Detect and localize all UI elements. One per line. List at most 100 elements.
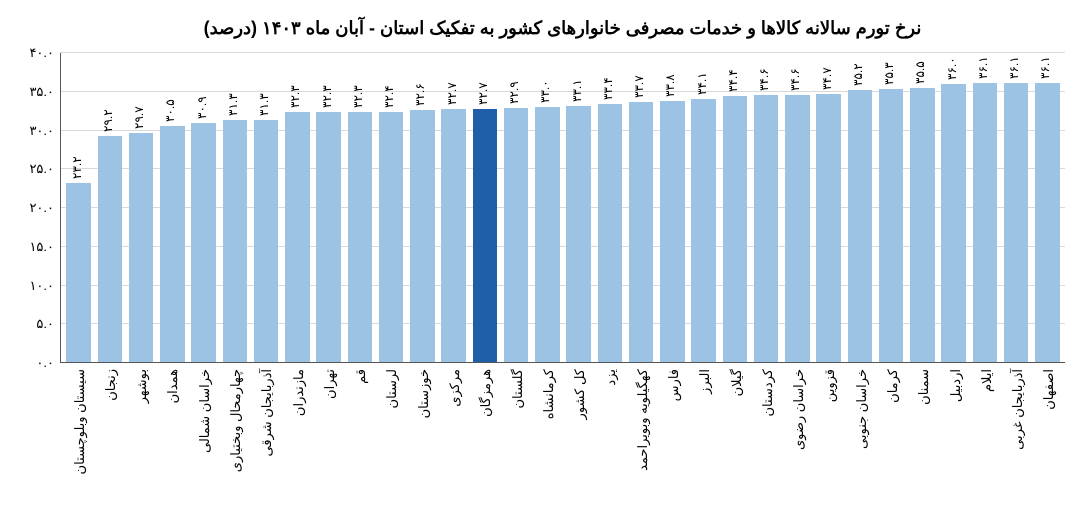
bar-slot: ۳۲.۳ <box>344 53 375 362</box>
x-label: سیستان وبلوچستان <box>72 369 88 474</box>
x-label: خراسان جنوبی <box>854 369 870 449</box>
x-slot: لرستان <box>375 363 406 503</box>
x-slot: خراسان جنوبی <box>844 363 875 503</box>
bar <box>785 95 809 362</box>
bar <box>910 88 934 362</box>
bar <box>1004 83 1028 362</box>
bar-value-label: ۳۴.۴ <box>726 70 740 93</box>
bar-slot: ۳۳.۷ <box>626 53 657 362</box>
x-axis-labels: سیستان وبلوچستانزنجانبوشهرهمدانخراسان شم… <box>60 363 1065 503</box>
y-tick: ۲۵.۰ <box>29 161 54 177</box>
x-label: زنجان <box>103 369 119 401</box>
bar <box>254 120 278 362</box>
bar <box>816 94 840 362</box>
x-label: یزد <box>603 369 619 386</box>
bar-value-label: ۳۵.۳ <box>882 63 896 86</box>
x-label: کهگیلویه وبویراحمد <box>635 369 651 471</box>
bar-slot: ۳۴.۱ <box>688 53 719 362</box>
x-label: اصفهان <box>1041 369 1057 410</box>
bar-slot: ۲۹.۲ <box>94 53 125 362</box>
bar-value-label: ۳۳.۰ <box>538 80 552 103</box>
bar-value-label: ۳۲.۶ <box>413 84 427 107</box>
x-label: بوشهر <box>134 369 150 403</box>
bar-value-label: ۲۹.۲ <box>101 110 115 133</box>
bar-slot: ۳۵.۵ <box>907 53 938 362</box>
bar-value-label: ۳۲.۳ <box>320 86 334 109</box>
x-slot: کردستان <box>750 363 781 503</box>
bar-slot: ۳۶.۱ <box>1032 53 1063 362</box>
x-label: کرمان <box>885 369 901 403</box>
bar-slot: ۳۲.۳ <box>282 53 313 362</box>
bar <box>941 84 965 362</box>
bar <box>66 183 90 362</box>
x-label: سمنان <box>916 369 932 405</box>
bar-value-label: ۳۶.۰ <box>945 57 959 80</box>
x-label: گلستان <box>510 369 526 409</box>
bars-container: ۲۳.۲۲۹.۲۲۹.۷۳۰.۵۳۰.۹۳۱.۳۳۱.۳۳۲.۳۳۲.۳۳۲.۳… <box>60 53 1065 363</box>
bar <box>441 109 465 362</box>
x-slot: بوشهر <box>125 363 156 503</box>
bar-value-label: ۳۴.۱ <box>695 72 709 95</box>
bar-value-label: ۳۴.۶ <box>757 68 771 91</box>
bar <box>1035 83 1059 362</box>
bar-value-label: ۳۱.۳ <box>257 94 271 117</box>
bar <box>223 120 247 362</box>
x-label: مازندران <box>291 369 307 416</box>
bar-slot: ۳۵.۲ <box>844 53 875 362</box>
x-slot: کهگیلویه وبویراحمد <box>625 363 656 503</box>
x-label: قم <box>353 369 369 384</box>
bar-value-label: ۳۲.۷ <box>476 83 490 106</box>
bar-slot: ۳۰.۵ <box>157 53 188 362</box>
bar-value-label: ۳۴.۷ <box>820 67 834 90</box>
bar-slot: ۳۲.۷ <box>469 53 500 362</box>
x-label: گیلان <box>729 369 745 396</box>
bar-slot: ۳۶.۰ <box>938 53 969 362</box>
x-slot: گیلان <box>719 363 750 503</box>
x-slot: تهران <box>312 363 343 503</box>
bar-highlight <box>473 109 497 362</box>
bar-slot: ۳۲.۳ <box>313 53 344 362</box>
x-label: همدان <box>165 369 181 403</box>
bar <box>598 104 622 362</box>
bar-value-label: ۳۳.۷ <box>632 75 646 98</box>
bar-value-label: ۳۳.۴ <box>601 77 615 100</box>
bar <box>879 89 903 362</box>
x-slot: خوزستان <box>406 363 437 503</box>
bar <box>848 90 872 362</box>
bar-slot: ۳۳.۴ <box>594 53 625 362</box>
bar-slot: ۳۴.۴ <box>719 53 750 362</box>
inflation-bar-chart: نرخ تورم سالانه کالاها و خدمات مصرفی خان… <box>0 0 1080 505</box>
x-label: اردبیل <box>948 369 964 402</box>
x-slot: چهارمحال وبختیاری <box>218 363 249 503</box>
bar-value-label: ۳۲.۷ <box>445 83 459 106</box>
bar-slot: ۳۵.۳ <box>876 53 907 362</box>
bar-value-label: ۳۳.۱ <box>570 80 584 103</box>
bar <box>285 112 309 362</box>
bar <box>191 123 215 362</box>
x-slot: اصفهان <box>1032 363 1063 503</box>
bar-slot: ۲۹.۷ <box>126 53 157 362</box>
y-tick: ۳۵.۰ <box>29 84 54 100</box>
x-label: مرکزی <box>447 369 463 407</box>
x-slot: کرمانشاه <box>531 363 562 503</box>
x-slot: هرمزگان <box>469 363 500 503</box>
y-tick: ۳۰.۰ <box>29 123 54 139</box>
bar <box>973 83 997 362</box>
bar-value-label: ۳۶.۱ <box>1038 56 1052 79</box>
x-slot: ایلام <box>969 363 1000 503</box>
x-label: هرمزگان <box>478 369 494 417</box>
bar-value-label: ۳۰.۵ <box>163 100 177 123</box>
y-tick: ۲۰.۰ <box>29 200 54 216</box>
bar <box>691 99 715 362</box>
bar-value-label: ۳۲.۳ <box>288 86 302 109</box>
bar <box>629 102 653 362</box>
x-slot: کرمان <box>875 363 906 503</box>
x-slot: آذربایجان غربی <box>1000 363 1031 503</box>
bar <box>410 110 434 362</box>
x-label: البرز <box>697 369 713 394</box>
chart-title: نرخ تورم سالانه کالاها و خدمات مصرفی خان… <box>60 18 1065 39</box>
y-axis: ۰.۰۵.۰۱۰.۰۱۵.۰۲۰.۰۲۵.۰۳۰.۰۳۵.۰۴۰.۰ <box>10 53 60 363</box>
x-label: فارس <box>666 369 682 401</box>
bar-value-label: ۳۵.۲ <box>851 63 865 86</box>
x-label: ایلام <box>979 369 995 392</box>
